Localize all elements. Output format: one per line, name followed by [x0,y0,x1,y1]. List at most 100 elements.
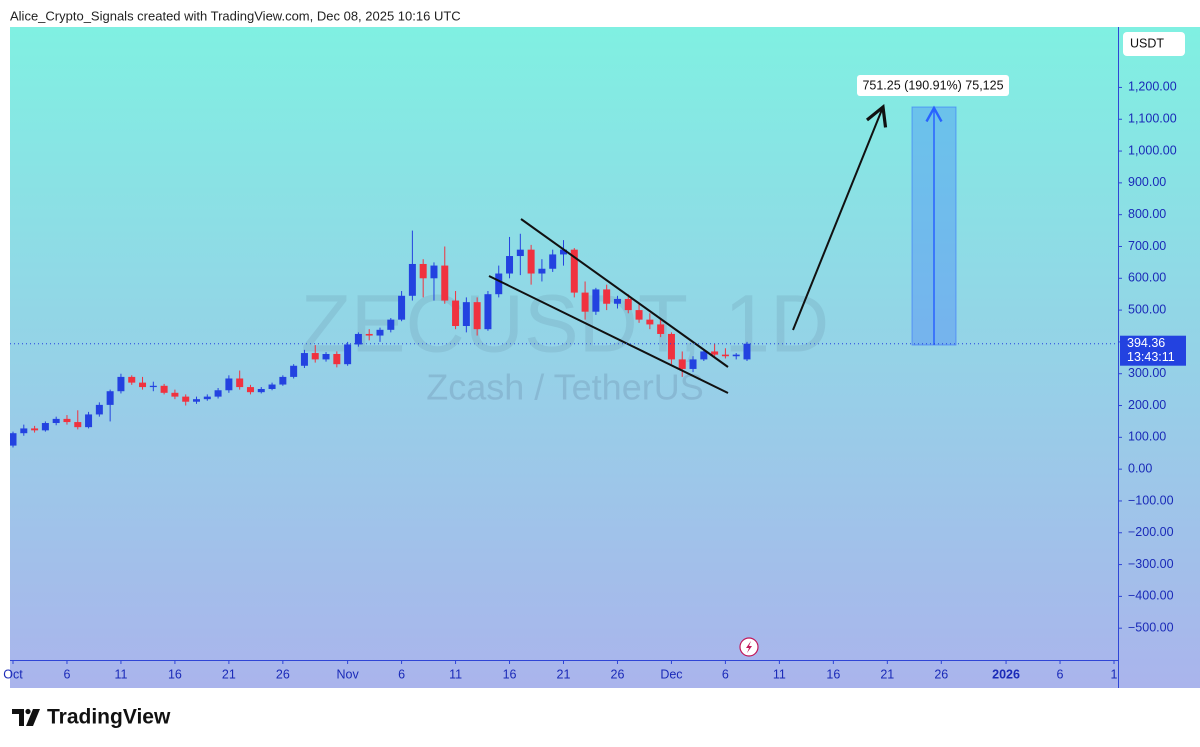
candle [462,297,470,333]
candle-body [635,310,643,320]
candle [311,345,319,363]
candle-body [398,295,406,320]
candle [560,240,567,266]
candle [678,351,686,377]
candle-body [603,289,611,304]
candle [193,396,200,404]
candle-body [495,273,503,295]
candle [74,410,82,430]
candle-body [31,428,39,431]
candle-body [160,385,168,393]
candle [408,230,416,301]
candle [41,421,49,432]
candle-body [527,249,535,274]
candle-body [203,396,211,400]
currency-box [1123,32,1185,56]
candle [354,332,362,347]
projection-arrow [792,103,888,331]
candle-body [225,378,233,391]
candle [236,370,244,390]
candle [538,259,546,282]
candle-body [268,384,276,389]
candle-body [149,385,157,388]
candle-body [95,404,103,415]
candle-body [657,324,665,334]
candle [214,388,222,399]
y-tick-label: 0.00 [1128,461,1152,475]
y-tick-label: 500.00 [1128,302,1166,316]
candle-body [408,263,416,296]
candle-body [300,353,308,366]
candle [10,431,17,448]
candle [581,281,589,320]
candle [527,244,535,285]
y-tick-label: 600.00 [1128,271,1166,285]
header: Alice_Crypto_Signals created with Tradin… [10,8,461,23]
candle-body [290,365,298,377]
y-tick-label: 900.00 [1128,175,1166,189]
candle-body [344,344,352,365]
candle-body [592,289,600,312]
currency: USDT [1130,36,1164,50]
candle-body [516,249,524,257]
candle [646,313,654,330]
candle-body [732,354,740,357]
candle [667,332,675,365]
x-tick-label: Nov [337,667,360,681]
candle [657,319,665,338]
candle-body [85,414,93,428]
candle [160,383,168,395]
candle [711,343,719,357]
candle [603,284,611,311]
candle-body [570,249,578,293]
candle [635,303,643,323]
candle [506,236,514,279]
x-tick-label: 26 [276,667,290,681]
candle [300,349,308,368]
y-tick-label: 1,200.00 [1128,80,1177,94]
y-tick-label: 1,000.00 [1128,143,1177,157]
x-tick-label: 2026 [992,667,1020,681]
x-tick-label: 11 [449,667,462,681]
candle-body [117,376,125,392]
y-tick-label: 700.00 [1128,239,1166,253]
candle [257,387,265,394]
candle-body [41,423,49,431]
candle-body [354,333,362,345]
candle-body [236,378,244,388]
candle-body [246,387,254,393]
candle [117,373,125,394]
candle [246,384,254,395]
candle-body [257,388,265,393]
candle [549,249,557,272]
candle [376,327,384,342]
plot [10,230,751,448]
candle-body [506,256,514,274]
y-tick-label: 1,100.00 [1128,112,1177,126]
x-tick-label: 16 [826,667,840,681]
candle [452,291,460,330]
candle-body [106,391,114,405]
candle-body [700,351,708,360]
candle [387,318,395,333]
x-tick-label: Dec [660,667,682,681]
y-tick-label: −500.00 [1128,620,1174,634]
candle [398,291,406,322]
candle-body [74,422,82,428]
candle [182,394,190,406]
candle [732,353,740,360]
candle [365,329,373,341]
x-tick-label: 1 [1111,667,1118,681]
candle [31,425,39,433]
x-tick-label: 6 [63,667,70,681]
x-tick-label: 26 [611,667,625,681]
candle [484,291,492,331]
footer-brand: TradingView [47,706,171,729]
candle [592,287,600,315]
candle [419,259,427,298]
y-tick-label: −400.00 [1128,589,1174,603]
measure-label-box [857,75,1009,96]
candle [441,246,449,304]
y-tick-label: −100.00 [1128,493,1174,507]
